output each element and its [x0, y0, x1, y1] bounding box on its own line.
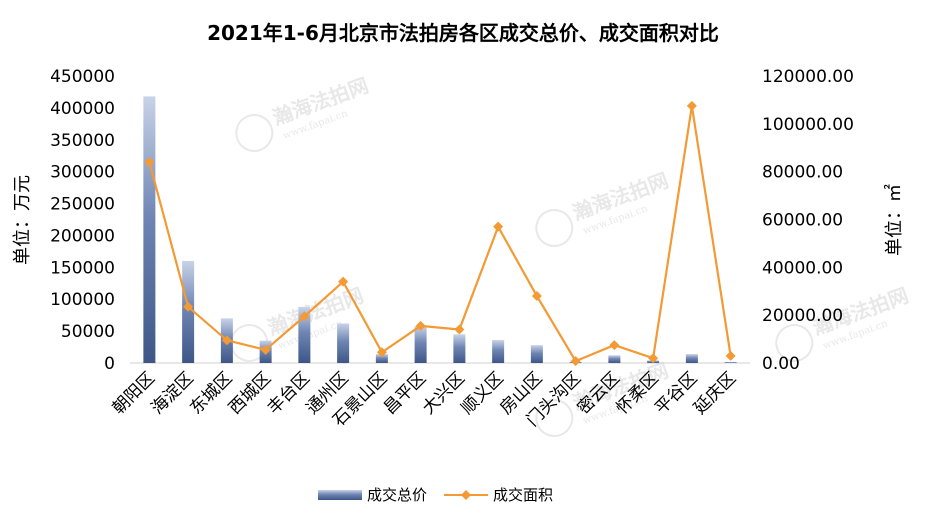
area-point-顺义区: [493, 221, 504, 232]
legend: 成交总价 成交面积: [318, 486, 553, 504]
category-label: 大兴区: [419, 368, 469, 418]
area-series-line: [148, 105, 732, 363]
bar-密云区: [608, 355, 621, 363]
line-layer: [144, 100, 736, 367]
left-axis-ticks: 0 50000 100000 150000 200000 250000 300000 3500…: [50, 67, 115, 374]
left-tick-label: 150000: [50, 258, 115, 278]
left-tick-label: 200000: [50, 226, 115, 246]
bar-通州区: [337, 323, 350, 363]
area-point-丰台区: [299, 311, 310, 322]
area-point-平谷区: [686, 100, 697, 111]
left-tick-label: 0: [104, 354, 115, 374]
legend-bar-swatch: [318, 490, 362, 500]
area-point-石景山区: [376, 347, 387, 358]
right-axis-title: 单位：㎡: [883, 184, 905, 256]
area-point-延庆区: [725, 350, 736, 361]
area-point-房山区: [531, 291, 542, 302]
bars-layer: [143, 96, 737, 364]
area-point-朝阳区: [144, 157, 155, 168]
bar-海淀区: [182, 260, 195, 363]
bar-顺义区: [492, 340, 505, 363]
area-point-东城区: [221, 335, 232, 346]
legend-line-label: 成交面积: [493, 486, 553, 504]
left-tick-label: 350000: [50, 131, 115, 151]
area-point-密云区: [609, 340, 620, 351]
bar-昌平区: [414, 326, 427, 363]
category-label: 延庆区: [690, 368, 740, 418]
legend-line-marker: [461, 490, 471, 500]
category-label: 西城区: [225, 368, 275, 418]
left-tick-label: 250000: [50, 195, 115, 215]
bar-朝阳区: [143, 96, 156, 364]
category-label: 朝阳区: [109, 368, 159, 418]
area-point-昌平区: [415, 320, 426, 331]
left-tick-label: 450000: [50, 67, 115, 87]
area-point-大兴区: [454, 324, 465, 335]
area-point-海淀区: [183, 301, 194, 312]
area-point-怀柔区: [648, 353, 659, 364]
right-axis-ticks: 0.00 20000.00 40000.00 60000.00 80000.00 1000…: [762, 67, 854, 374]
category-labels: 朝阳区海淀区东城区西城区丰台区通州区石景山区昌平区大兴区顺义区房山区门头沟区密云…: [109, 368, 740, 430]
left-tick-label: 50000: [61, 322, 115, 342]
category-label: 东城区: [186, 368, 236, 418]
bar-丰台区: [298, 306, 311, 363]
category-label: 顺义区: [457, 368, 507, 418]
bar-石景山区: [375, 354, 388, 363]
right-tick-label: 40000.00: [762, 258, 843, 278]
area-point-门头沟区: [570, 356, 581, 367]
left-tick-label: 300000: [50, 163, 115, 183]
right-tick-label: 20000.00: [762, 306, 843, 326]
right-tick-label: 120000.00: [762, 67, 854, 87]
category-label: 海淀区: [147, 368, 197, 418]
category-label: 丰台区: [264, 368, 314, 418]
chart-title: 2021年1-6月北京市法拍房各区成交总价、成交面积对比: [207, 21, 719, 45]
area-point-西城区: [260, 344, 271, 355]
bar-房山区: [530, 345, 543, 363]
legend-bar-label: 成交总价: [367, 486, 427, 504]
right-tick-label: 80000.00: [762, 163, 843, 183]
right-tick-label: 60000.00: [762, 211, 843, 231]
right-tick-label: 0.00: [762, 354, 800, 374]
bar-平谷区: [685, 354, 698, 363]
category-label: 昌平区: [380, 368, 430, 418]
right-tick-label: 100000.00: [762, 115, 854, 135]
bar-延庆区: [724, 362, 737, 363]
left-tick-label: 400000: [50, 99, 115, 119]
left-tick-label: 100000: [50, 290, 115, 310]
area-point-通州区: [338, 276, 349, 287]
bar-大兴区: [453, 334, 466, 363]
left-axis-title: 单位：万元: [12, 175, 33, 265]
